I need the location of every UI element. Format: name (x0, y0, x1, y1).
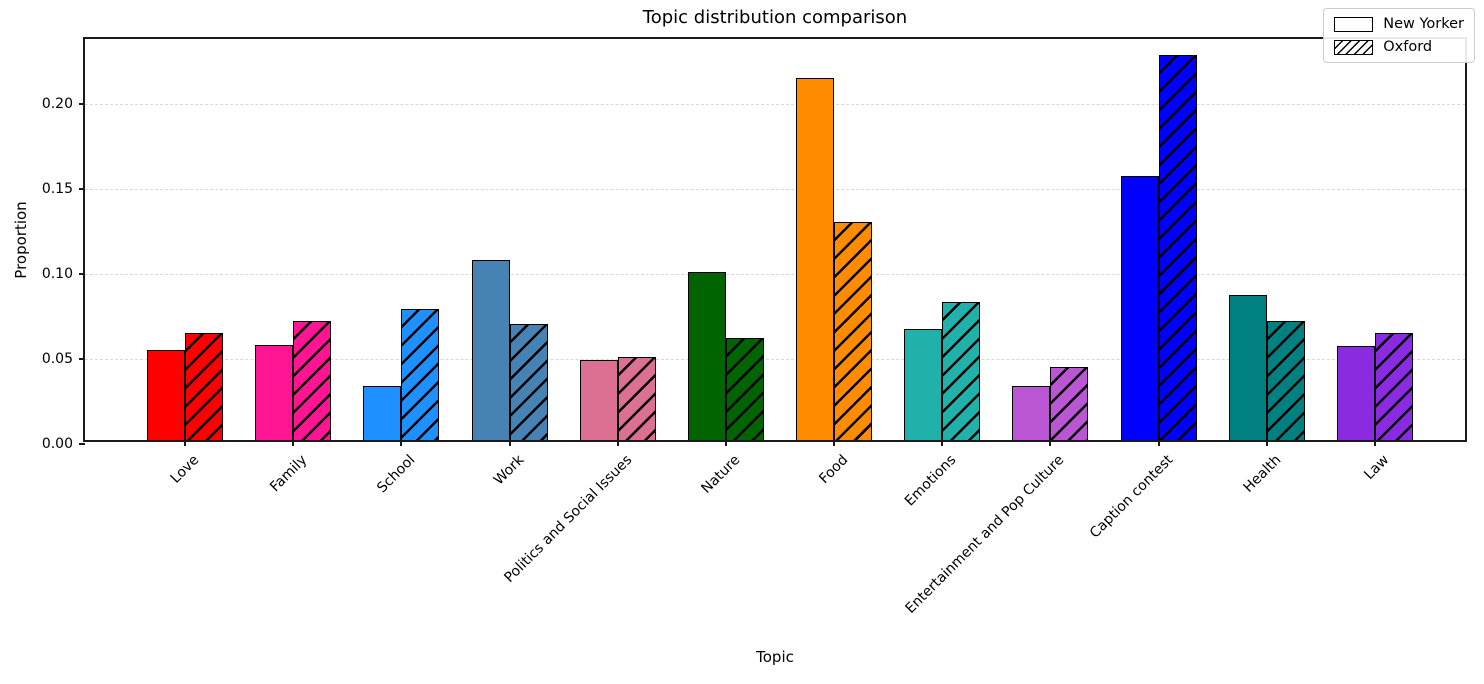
y-axis-label: Proportion (12, 201, 30, 279)
gridline (85, 188, 1465, 190)
bar-new-yorker (363, 385, 402, 440)
x-tick-label: Caption contest (1086, 452, 1176, 542)
y-tick-mark (79, 357, 85, 360)
x-tick-mark (1374, 440, 1376, 446)
bar-new-yorker (904, 329, 943, 440)
legend-entry: Oxford (1334, 39, 1464, 55)
y-tick-mark (79, 272, 85, 275)
bar-new-yorker (147, 349, 185, 440)
x-tick-label: Law (1361, 452, 1393, 484)
x-tick-mark (1049, 440, 1052, 446)
x-tick-mark (400, 440, 403, 446)
y-tick-label: 0.15 (41, 180, 73, 197)
x-axis-label: Topic (756, 648, 794, 666)
x-tick-label: Emotions (902, 452, 960, 510)
x-tick-label: Health (1240, 452, 1285, 496)
bar-new-yorker (1228, 295, 1267, 440)
x-tick-label: Family (267, 452, 311, 496)
y-tick-label: 0.10 (41, 265, 73, 282)
x-tick-label: Love (167, 452, 203, 487)
y-tick-label: 0.00 (41, 436, 73, 452)
x-tick-mark (508, 440, 511, 446)
x-tick-mark (1157, 440, 1160, 446)
y-tick-mark (79, 443, 85, 445)
x-tick-label: School (374, 452, 419, 497)
x-tick-mark (833, 440, 836, 446)
chart-title: Topic distribution comparison (642, 7, 908, 28)
bar-new-yorker (471, 259, 510, 440)
legend-entry: New Yorker (1334, 16, 1464, 32)
x-tick-label: Work (490, 452, 527, 489)
bar-oxford (401, 308, 440, 440)
bar-oxford (942, 302, 981, 440)
y-tick-mark (79, 187, 85, 190)
x-tick-mark (1265, 440, 1268, 446)
y-tick-label: 0.20 (41, 95, 73, 112)
y-tick-label: 0.05 (41, 350, 73, 367)
x-tick-label: Nature (698, 452, 744, 497)
gridline (85, 273, 1465, 275)
x-tick-mark (184, 440, 186, 446)
bar-oxford (725, 337, 764, 440)
bar-oxford (509, 324, 548, 440)
gridline (85, 358, 1465, 360)
legend: New Yorker Oxford (1323, 8, 1475, 63)
bar-oxford (293, 320, 332, 440)
x-tick-mark (941, 440, 944, 446)
bar-oxford (1375, 332, 1413, 440)
legend-swatch-icon (1334, 16, 1374, 32)
bar-oxford (1050, 366, 1089, 440)
bar-new-yorker (1120, 176, 1159, 440)
bar-new-yorker (687, 271, 726, 440)
x-tick-label: Food (816, 452, 852, 488)
x-tick-mark (292, 440, 295, 446)
bar-new-yorker (579, 360, 618, 440)
x-tick-mark (724, 440, 727, 446)
gridline (85, 103, 1465, 105)
bar-new-yorker (796, 77, 835, 440)
bar-oxford (185, 332, 223, 440)
legend-swatch-hatched-icon (1334, 39, 1374, 55)
plot-area: 0.00 0.05 0.10 0.15 0.20 Love Family School Work… (42, 37, 1467, 617)
x-tick-label: Politics and Social Issues (501, 452, 636, 586)
bar-oxford (1266, 320, 1305, 440)
x-tick-mark (616, 440, 619, 446)
bar-oxford (617, 356, 656, 440)
legend-label: New Yorker (1383, 16, 1464, 32)
y-tick-mark (79, 102, 85, 105)
bar-oxford (1158, 55, 1197, 440)
bar-oxford (834, 222, 873, 440)
bar-new-yorker (255, 344, 294, 440)
bar-new-yorker (1012, 385, 1051, 440)
bar-new-yorker (1337, 346, 1375, 440)
legend-label: Oxford (1383, 39, 1433, 55)
